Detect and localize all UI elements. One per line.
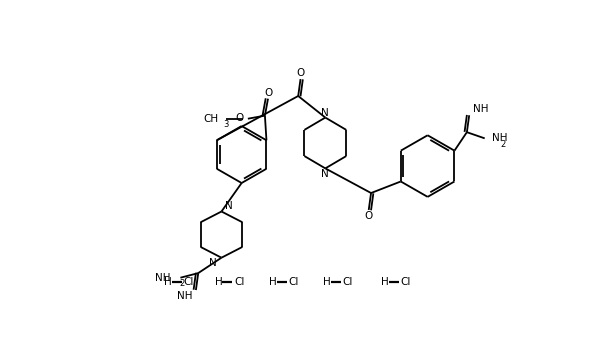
- Text: Cl: Cl: [401, 276, 411, 287]
- Text: O: O: [235, 113, 243, 123]
- Text: 3: 3: [223, 120, 229, 129]
- Text: H: H: [269, 276, 277, 287]
- Text: N: N: [322, 108, 329, 118]
- Text: O: O: [264, 88, 272, 98]
- Text: Cl: Cl: [184, 276, 194, 287]
- Text: 2: 2: [179, 279, 185, 288]
- Text: H: H: [164, 276, 172, 287]
- Text: N: N: [322, 169, 329, 179]
- Text: NH: NH: [493, 134, 508, 143]
- Text: Cl: Cl: [289, 276, 299, 287]
- Text: N: N: [209, 258, 217, 268]
- Text: NH: NH: [473, 104, 488, 114]
- Text: H: H: [381, 276, 389, 287]
- Text: 2: 2: [500, 140, 505, 149]
- Text: CH: CH: [203, 114, 218, 124]
- Text: O: O: [296, 68, 305, 78]
- Text: Cl: Cl: [234, 276, 244, 287]
- Text: O: O: [365, 211, 373, 221]
- Text: H: H: [323, 276, 331, 287]
- Text: H: H: [215, 276, 222, 287]
- Text: NH: NH: [155, 273, 170, 283]
- Text: Cl: Cl: [343, 276, 353, 287]
- Text: N: N: [224, 201, 232, 211]
- Text: NH: NH: [176, 291, 192, 301]
